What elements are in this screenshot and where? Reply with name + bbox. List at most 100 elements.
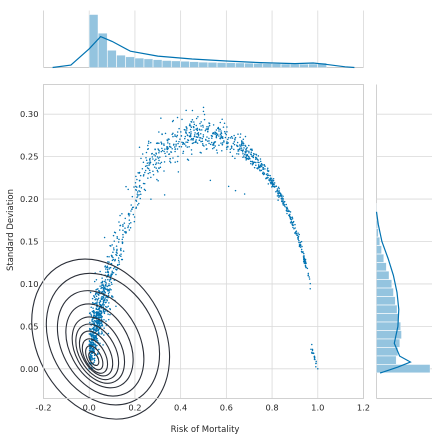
scatter-point xyxy=(175,145,177,147)
scatter-point xyxy=(174,150,176,153)
scatter-point xyxy=(275,190,277,193)
scatter-point xyxy=(121,213,123,215)
scatter-point xyxy=(169,145,171,148)
scatter-point xyxy=(177,142,179,145)
scatter-point xyxy=(103,301,105,304)
scatter-point xyxy=(241,142,243,144)
scatter-point xyxy=(133,186,135,188)
scatter-point xyxy=(96,340,99,342)
scatter-point xyxy=(90,354,92,356)
scatter-point xyxy=(127,213,130,216)
scatter-point xyxy=(255,158,257,160)
scatter-point xyxy=(136,204,139,206)
scatter-point xyxy=(135,199,137,201)
scatter-point xyxy=(220,142,222,144)
scatter-point xyxy=(148,158,151,161)
scatter-point xyxy=(123,222,126,224)
scatter-point xyxy=(240,149,243,151)
scatter-point xyxy=(242,142,244,145)
scatter-point xyxy=(300,248,303,251)
scatter-point xyxy=(116,237,118,239)
scatter-point xyxy=(269,179,271,181)
scatter-point xyxy=(229,137,232,139)
x-tick-label: 0.0 xyxy=(83,403,96,413)
scatter-point xyxy=(186,146,189,148)
scatter-point xyxy=(138,172,140,174)
kde-contour-line xyxy=(65,303,134,389)
scatter-point xyxy=(294,223,296,226)
scatter-point xyxy=(223,141,225,143)
scatter-point xyxy=(224,132,227,135)
scatter-point xyxy=(112,267,115,270)
scatter-point xyxy=(109,308,112,311)
scatter-point xyxy=(236,145,239,148)
scatter-point xyxy=(239,145,242,147)
main-plot: -0.2 0.0 0.2 0.4 0.6 0.8 1.0 1.2 0.000.050.100.… xyxy=(20,84,370,420)
scatter-point xyxy=(91,339,93,342)
y-hist-bar xyxy=(376,262,387,271)
scatter-point xyxy=(110,254,113,257)
scatter-point xyxy=(204,129,207,132)
scatter-point xyxy=(301,245,303,248)
scatter-point xyxy=(270,178,273,180)
scatter-point xyxy=(194,140,197,142)
scatter-point xyxy=(196,142,199,144)
scatter-point xyxy=(98,301,101,304)
scatter-point xyxy=(102,310,105,312)
scatter-point xyxy=(184,129,186,131)
scatter-point xyxy=(307,274,310,276)
scatter-point xyxy=(103,312,106,315)
x-hist-bar xyxy=(89,14,99,68)
scatter-point xyxy=(273,183,275,186)
y-hist-bar xyxy=(376,288,394,297)
scatter-point xyxy=(292,226,294,229)
scatter-point xyxy=(103,285,105,288)
scatter-point xyxy=(102,286,104,289)
scatter-point xyxy=(108,280,111,282)
scatter-point xyxy=(240,140,243,142)
scatter-point xyxy=(149,160,151,162)
scatter-point xyxy=(163,170,165,172)
scatter-point xyxy=(285,208,288,210)
scatter-point xyxy=(192,126,195,128)
y-hist-bar xyxy=(376,245,382,254)
y-tick-label: 0.00 xyxy=(20,364,38,374)
scatter-point xyxy=(122,224,124,226)
scatter-point xyxy=(105,266,108,269)
scatter-point xyxy=(218,144,220,146)
scatter-point xyxy=(239,144,241,146)
scatter-point xyxy=(200,125,202,127)
scatter-point xyxy=(138,146,141,149)
scatter-point xyxy=(179,138,181,140)
x-hist-bar xyxy=(253,63,263,68)
scatter-point xyxy=(140,157,142,160)
scatter-point xyxy=(147,172,150,175)
scatter-point xyxy=(160,161,163,164)
scatter-point xyxy=(209,179,212,182)
scatter-point xyxy=(134,181,137,184)
scatter-point xyxy=(99,342,101,345)
scatter-point xyxy=(198,128,201,131)
scatter-point xyxy=(107,278,109,281)
scatter-point xyxy=(147,142,150,144)
scatter-point xyxy=(284,205,286,208)
scatter-point xyxy=(146,164,148,167)
scatter-point xyxy=(141,153,144,155)
scatter-point xyxy=(92,301,94,304)
scatter-point xyxy=(140,187,143,189)
scatter-point xyxy=(261,164,264,166)
scatter-point xyxy=(267,183,270,185)
scatter-point xyxy=(154,163,157,166)
scatter-point xyxy=(177,155,179,158)
scatter-point xyxy=(108,261,110,263)
scatter-point xyxy=(148,164,150,166)
scatter-point xyxy=(99,270,101,273)
scatter-point xyxy=(200,133,202,135)
scatter-point xyxy=(117,241,120,243)
kde-contour-line xyxy=(88,351,100,367)
scatter-point xyxy=(103,334,105,336)
scatter-point xyxy=(242,149,245,151)
scatter-point xyxy=(120,247,122,250)
scatter-point xyxy=(230,147,233,149)
scatter-point xyxy=(169,160,171,162)
